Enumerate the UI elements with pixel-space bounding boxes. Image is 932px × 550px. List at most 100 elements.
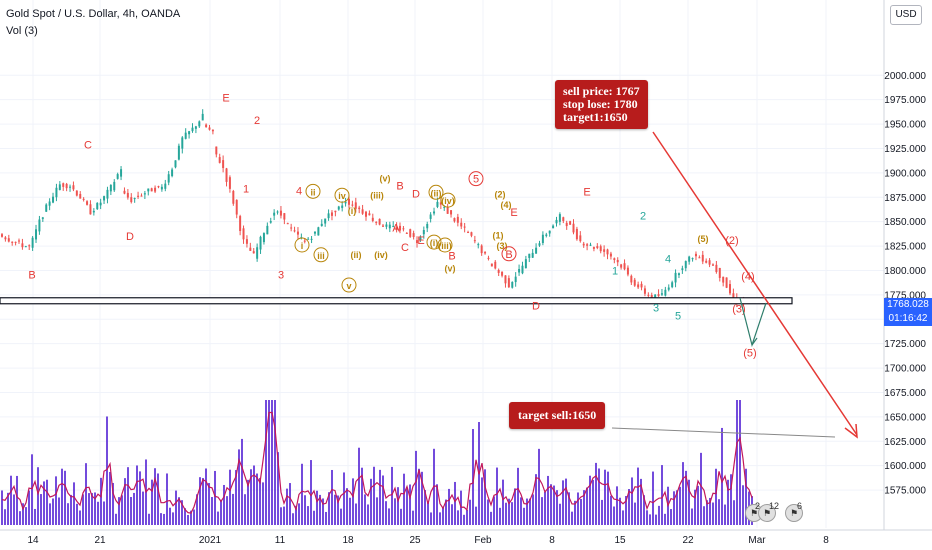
wave-label: B <box>396 180 403 192</box>
candle-body <box>28 245 31 247</box>
volume-bar <box>316 490 318 525</box>
volume-bar <box>19 511 21 525</box>
volume-bar <box>655 514 657 525</box>
candle-body <box>79 193 82 199</box>
volume-bar <box>241 438 243 525</box>
candle-body <box>130 197 133 203</box>
price-tick-label: 1700.000 <box>884 364 926 375</box>
support-line[interactable] <box>0 297 793 305</box>
volume-bar <box>313 510 315 525</box>
volume-bar <box>442 507 444 525</box>
time-tick-label: 8 <box>823 535 829 546</box>
wave-label: 2 <box>640 211 646 223</box>
volume-bar <box>133 492 135 525</box>
candle-body <box>569 221 572 225</box>
candle-body <box>11 241 14 243</box>
candle-body <box>514 276 517 283</box>
volume-bar <box>424 490 426 525</box>
us-flag-icon[interactable]: ⚑ <box>785 504 803 522</box>
volume-bar <box>679 486 681 525</box>
volume-bar <box>262 482 264 525</box>
volume-bar <box>370 478 372 525</box>
candle-body <box>572 223 575 233</box>
candle-body <box>106 189 109 199</box>
price-tick-label: 1825.000 <box>884 242 926 253</box>
volume-bar <box>583 490 585 525</box>
volume-bar <box>733 500 735 525</box>
price-tick-label: 1600.000 <box>884 461 926 472</box>
volume-bar <box>430 512 432 525</box>
support-zone <box>0 297 793 305</box>
volume-bar <box>394 498 396 525</box>
volume-bar <box>346 488 348 525</box>
volume-bar <box>682 462 684 525</box>
candle-body <box>113 181 116 191</box>
volume-bar <box>664 513 666 525</box>
candle-body <box>354 202 357 209</box>
volume-bar <box>409 484 411 525</box>
wave-label: E <box>222 93 229 105</box>
projection-arrows[interactable] <box>611 131 858 439</box>
volume-bar <box>676 490 678 525</box>
candle-body <box>324 218 327 224</box>
volume-bar <box>526 498 528 525</box>
time-axis[interactable]: 14 21 2021 11 18 25 Feb 8 15 22 Mar 8 <box>0 529 932 546</box>
price-axis[interactable]: 2000.000 1975.000 1950.000 1925.000 1900.000… <box>883 0 926 530</box>
candle-body <box>296 231 299 235</box>
candle-body <box>48 201 51 206</box>
symbol-title[interactable]: Gold Spot / U.S. Dollar, 4h, OANDA <box>6 8 181 20</box>
volume-bar <box>88 493 90 525</box>
candle-body <box>35 229 38 240</box>
volume-bar <box>496 467 498 525</box>
volume-bar <box>43 481 45 525</box>
candle-body <box>504 275 507 284</box>
candle-body <box>664 289 667 296</box>
volume-bar <box>505 502 507 525</box>
volume-bar <box>82 494 84 525</box>
price-tick-label: 1625.000 <box>884 437 926 448</box>
volume-bar <box>175 490 177 525</box>
volume-bar <box>436 484 438 525</box>
volume-bar <box>493 496 495 525</box>
candle-body <box>484 252 487 254</box>
volume-bar <box>79 510 81 525</box>
candle-body <box>249 247 252 251</box>
candle-body <box>245 239 248 244</box>
price-tick-label: 1800.000 <box>884 266 926 277</box>
wave-label: B <box>448 251 455 263</box>
candle-body <box>303 240 306 242</box>
candle-body <box>691 258 694 260</box>
candle-body <box>21 243 24 248</box>
candle-body <box>592 247 595 249</box>
volume-bar <box>298 503 300 525</box>
volume-bar <box>427 502 429 525</box>
volume-bar <box>4 509 6 525</box>
candle-body <box>310 238 313 240</box>
candle-body <box>725 277 728 288</box>
wave-label: v <box>346 281 351 291</box>
volume-bar <box>244 494 246 525</box>
wave-label: (5) <box>743 347 756 359</box>
wave-label: 2 <box>254 115 260 127</box>
us-flag-icon[interactable]: ⚑ <box>758 504 776 522</box>
volume-bar <box>139 471 141 525</box>
volume-bar <box>481 477 483 525</box>
volume-bar <box>640 478 642 525</box>
wave-label: (iii) <box>370 190 384 200</box>
trade-plan-callout[interactable]: sell price: 1767 stop lose: 1780 target1… <box>555 80 648 129</box>
volume-bar <box>421 471 423 525</box>
wave-label: (4) <box>501 200 512 210</box>
volume-bar <box>472 429 474 525</box>
volume-bar <box>685 470 687 525</box>
volume-bar <box>439 512 441 525</box>
volume-bar <box>217 511 219 525</box>
volume-bar <box>688 479 690 525</box>
candle-body <box>470 232 473 236</box>
target-sell-callout[interactable]: target sell:1650 <box>509 402 606 429</box>
wave-circle <box>334 187 350 203</box>
volume-indicator-title[interactable]: Vol (3) <box>6 25 38 37</box>
currency-button[interactable]: USD <box>890 5 922 25</box>
time-tick-label: 11 <box>275 535 286 546</box>
candle-body <box>82 198 85 200</box>
